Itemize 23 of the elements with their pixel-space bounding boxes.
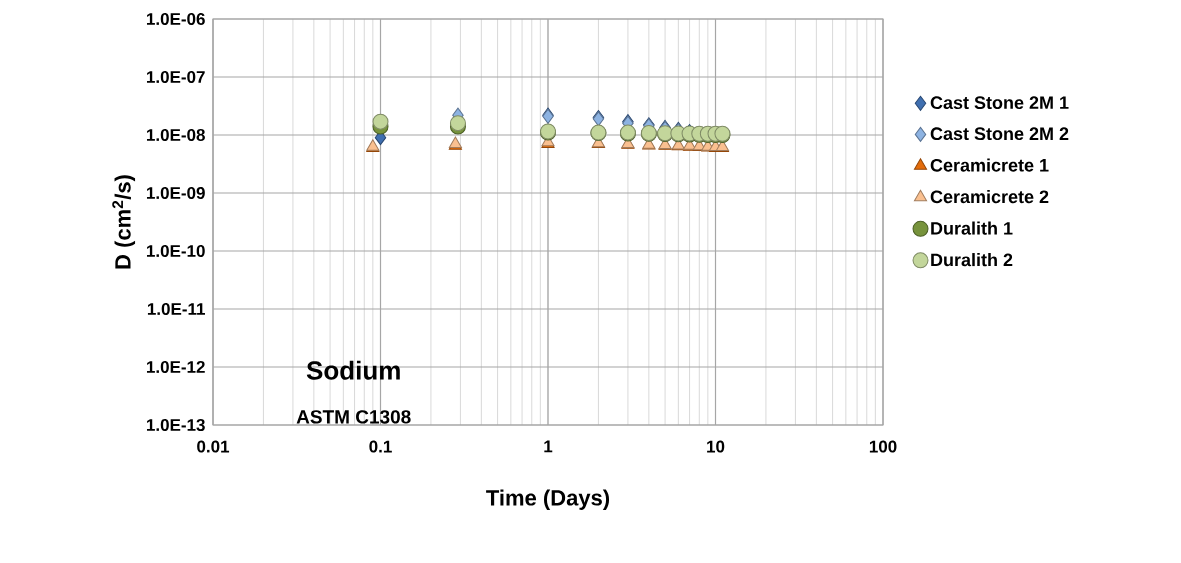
legend-label: Ceramicrete 2 bbox=[930, 189, 1049, 204]
x-tick-label: 100 bbox=[869, 440, 897, 453]
legend-label: Cast Stone 2M 1 bbox=[930, 96, 1069, 110]
y-tick-label: 1.0E-07 bbox=[146, 70, 205, 84]
y-tick-label: 1.0E-13 bbox=[146, 418, 205, 432]
y-tick-label: 1.0E-11 bbox=[147, 302, 205, 316]
x-tick-label: 0.1 bbox=[369, 440, 392, 453]
y-tick-label: 1.0E-09 bbox=[146, 186, 205, 200]
legend-label: Duralith 2 bbox=[931, 253, 1013, 267]
y-axis-title: D (cm$^{2}$/s) bbox=[112, 175, 136, 269]
annotation: ASTM C1308 bbox=[296, 410, 411, 424]
x-tick-label: 1 bbox=[544, 440, 553, 453]
legend-label: Cast Stone 2M 2 bbox=[930, 127, 1069, 141]
y-tick-label: 1.0E-10 bbox=[146, 244, 205, 258]
x-tick-label: 0.01 bbox=[197, 440, 230, 453]
y-tick-label: 1.0E-12 bbox=[146, 360, 205, 374]
x-axis-title: Time (Days) bbox=[486, 489, 610, 510]
x-tick-label: 10 bbox=[707, 440, 725, 453]
y-tick-label: 1.0E-06 bbox=[146, 12, 205, 26]
legend-label: Ceramicrete 1 bbox=[930, 158, 1049, 172]
legend-label: Duralith 1 bbox=[931, 221, 1013, 235]
y-tick-label: 1.0E-08 bbox=[146, 128, 205, 142]
annotation: Sodium bbox=[306, 360, 400, 380]
